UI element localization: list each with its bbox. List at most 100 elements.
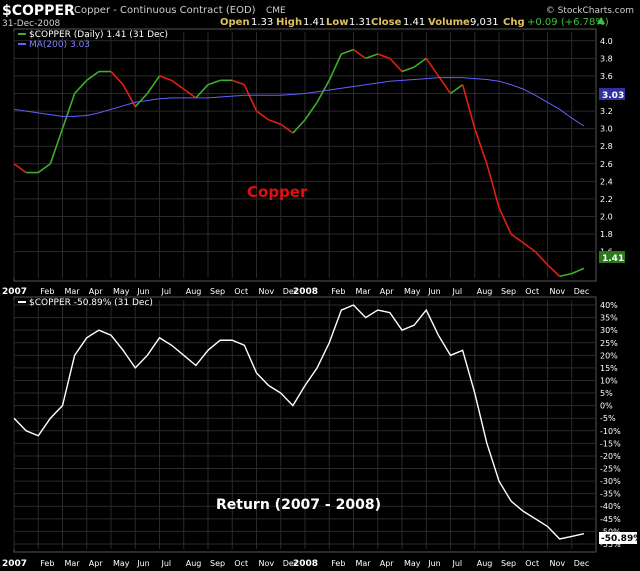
- legend-ma200: MA(200) 3.03: [29, 40, 90, 50]
- price-x-tick: Aug: [186, 287, 202, 296]
- legend-copper: $COPPER (Daily) 1.41 (31 Dec): [29, 30, 168, 40]
- price-x-tick: Jul: [161, 287, 172, 296]
- price-x-tick: 2007: [2, 287, 27, 297]
- return-y-tick: -10%: [600, 427, 621, 436]
- return-x-tick: Jun: [136, 559, 150, 568]
- chart-date: 31-Dec-2008: [2, 19, 61, 29]
- low-value: 1.31: [349, 17, 371, 28]
- return-y-tick: -45%: [600, 515, 621, 524]
- price-price-segment: [486, 163, 500, 208]
- return-x-tick: Mar: [356, 559, 372, 568]
- return-y-tick: 35%: [600, 314, 618, 323]
- price-x-tick: Nov: [259, 287, 275, 296]
- price-price-segment: [559, 272, 572, 278]
- price-x-tick: Feb: [331, 287, 345, 296]
- price-x-tick: Dec: [574, 287, 589, 296]
- return-x-tick: Sep: [501, 559, 516, 568]
- price-price-segment: [292, 119, 306, 134]
- return-x-tick: Oct: [525, 559, 539, 568]
- price-x-tick: Sep: [501, 287, 516, 296]
- close-value: 1.41: [403, 17, 425, 28]
- return-x-tick: Mar: [65, 559, 81, 568]
- return-x-tick: 2007: [2, 559, 27, 569]
- up-arrow-icon: [597, 17, 605, 24]
- price-price-segment: [183, 88, 197, 99]
- return-x-tick: Jul: [452, 559, 463, 568]
- return-y-tick: 40%: [600, 301, 618, 310]
- price-y-tick: 2.8: [600, 142, 613, 151]
- price-y-tick: 2.2: [600, 195, 613, 204]
- price-plot: [13, 48, 585, 278]
- price-x-tick: Mar: [356, 287, 372, 296]
- price-price-segment: [268, 119, 282, 126]
- price-price-segment: [61, 93, 76, 129]
- price-price-segment: [280, 123, 294, 134]
- price-price-segment: [473, 128, 488, 165]
- price-series-ma-200-: [13, 77, 585, 127]
- price-y-tick: 4.0: [600, 37, 613, 46]
- price-price-segment: [461, 84, 476, 129]
- price-price-segment: [571, 267, 585, 275]
- return-y-tick: 25%: [600, 339, 618, 348]
- return-last-value: -50.89%: [601, 534, 640, 544]
- return-x-tick: Nov: [550, 559, 566, 568]
- price-y-tick: 3.0: [600, 125, 613, 134]
- price-y-tick: 1.8: [600, 230, 613, 239]
- price-x-tick: Feb: [40, 287, 54, 296]
- return-y-tick: 30%: [600, 326, 618, 335]
- price-legend: $COPPER (Daily) 1.41 (31 Dec) MA(200) 3.…: [18, 30, 168, 50]
- price-price-segment: [256, 110, 270, 121]
- price-x-tick: Sep: [210, 287, 225, 296]
- price-last-flag-box: [599, 251, 625, 263]
- price-price-segment: [86, 70, 100, 81]
- price-price-segment: [122, 84, 136, 108]
- price-price-segment: [207, 79, 221, 86]
- price-price-segment: [159, 75, 172, 82]
- return-x-tick: Feb: [331, 559, 345, 568]
- price-x-tick: Jul: [452, 287, 463, 296]
- legend-return: $COPPER -50.89% (31 Dec): [29, 298, 153, 308]
- price-y-tick: 3.2: [600, 107, 613, 116]
- price-y-tick: 2.4: [600, 177, 613, 186]
- price-price-segment: [110, 70, 124, 86]
- price-y-tick: 2.6: [600, 160, 613, 169]
- quote-row: Open 1.33 High 1.41 Low 1.31 Close 1.41 …: [220, 17, 609, 28]
- open-label: Open: [220, 17, 250, 28]
- return-y-tick: -15%: [600, 439, 621, 448]
- price-price-segment: [134, 92, 148, 108]
- return-y-tick: 15%: [600, 364, 618, 373]
- price-price-segment: [231, 79, 245, 86]
- return-x-tick: Apr: [89, 559, 104, 568]
- return-x-tick: Nov: [259, 559, 275, 568]
- return-y-tick: -30%: [600, 477, 621, 486]
- high-value: 1.41: [303, 17, 325, 28]
- return-x-tick: Oct: [234, 559, 248, 568]
- price-price-segment: [425, 57, 440, 77]
- price-grid: 1.61.82.02.22.42.62.83.03.23.43.63.84.02…: [2, 32, 613, 297]
- price-price-segment: [389, 57, 403, 73]
- price-price-segment: [341, 48, 354, 55]
- return-y-tick: -5%: [600, 414, 616, 423]
- return-y-tick: 10%: [600, 376, 618, 385]
- return-y-tick: -25%: [600, 465, 621, 474]
- price-price-segment: [146, 75, 161, 94]
- copper-annotation: Copper: [247, 183, 308, 201]
- price-price-segment: [522, 242, 536, 253]
- price-x-tick: Dec: [283, 287, 298, 296]
- price-price-segment: [13, 163, 27, 174]
- price-price-segment: [510, 233, 524, 244]
- price-x-tick: Jun: [136, 287, 150, 296]
- price-x-tick: May: [404, 287, 421, 296]
- return-y-tick: -40%: [600, 502, 621, 511]
- return-x-tick: May: [113, 559, 130, 568]
- return-x-tick: Aug: [477, 559, 493, 568]
- return-last-flag-box: [599, 532, 637, 544]
- ma-last-flag-box: [599, 88, 625, 100]
- price-x-tick: Mar: [65, 287, 81, 296]
- price-last-value: 1.41: [602, 254, 624, 264]
- ma-last-value: 3.03: [602, 91, 624, 101]
- price-x-tick: Oct: [234, 287, 248, 296]
- price-price-segment: [498, 207, 512, 235]
- price-price-segment: [437, 75, 452, 94]
